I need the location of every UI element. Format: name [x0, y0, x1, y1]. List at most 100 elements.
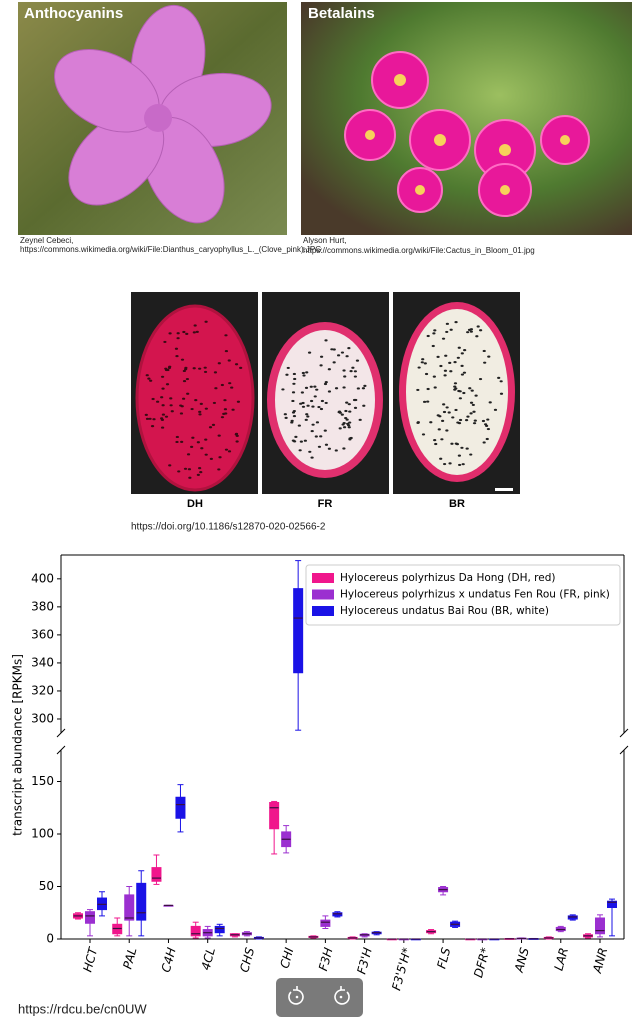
seed — [204, 320, 208, 323]
seed — [447, 411, 451, 414]
seed — [204, 438, 208, 441]
seed — [174, 347, 179, 350]
box — [595, 917, 605, 935]
seed — [176, 332, 180, 335]
seed — [286, 366, 290, 370]
seed — [193, 324, 197, 327]
box — [320, 919, 331, 927]
y-tick-label: 360 — [31, 627, 54, 641]
footer-link[interactable]: https://rdcu.be/cn0UW — [18, 1001, 147, 1016]
seed — [196, 473, 200, 477]
seed — [187, 468, 192, 471]
seed — [441, 419, 445, 422]
seed — [449, 370, 453, 373]
axis-break — [56, 728, 66, 738]
y-tick-label: 320 — [31, 683, 54, 697]
seed — [439, 364, 443, 368]
seed — [468, 387, 472, 390]
seed — [453, 382, 458, 385]
seed — [442, 403, 446, 406]
seed — [453, 388, 457, 391]
seed — [348, 421, 352, 424]
seed — [343, 375, 347, 378]
credit: https://commons.wikimedia.org/wiki/File:… — [303, 246, 535, 255]
seed — [192, 331, 196, 334]
seed — [290, 421, 294, 424]
legend-swatch — [312, 606, 334, 616]
seed — [353, 370, 357, 373]
seed — [464, 419, 469, 422]
seed — [453, 385, 457, 388]
rotate-right-button[interactable] — [334, 986, 350, 1005]
seed — [338, 427, 342, 430]
y-tick-label: 300 — [31, 711, 54, 725]
seed — [433, 329, 437, 332]
legend-label: Hylocereus polyrhizus Da Hong (DH, red) — [340, 572, 556, 584]
seed — [327, 368, 331, 371]
seed — [479, 329, 483, 332]
rotate-left-button[interactable] — [288, 986, 304, 1005]
seed — [151, 397, 155, 401]
seed — [351, 366, 355, 369]
seed — [436, 355, 440, 358]
seed — [342, 421, 346, 425]
seed — [445, 406, 449, 409]
seed — [319, 435, 323, 438]
seed — [450, 442, 454, 445]
seed — [472, 422, 477, 425]
seed — [160, 426, 165, 429]
seed — [458, 397, 462, 400]
seed — [323, 382, 328, 386]
box — [175, 796, 186, 819]
seed — [324, 381, 328, 384]
seed — [199, 402, 203, 405]
seed — [467, 328, 472, 331]
seed — [160, 396, 164, 399]
seed — [454, 321, 458, 324]
seed — [281, 388, 285, 391]
axis-break — [619, 728, 629, 738]
seed — [177, 470, 181, 473]
seed — [163, 340, 167, 344]
seed — [436, 414, 440, 417]
x-tick-label: HCT — [80, 944, 100, 973]
seed — [235, 434, 239, 437]
seed — [224, 448, 229, 451]
seed — [483, 361, 487, 364]
seed — [227, 450, 232, 453]
seed — [192, 367, 196, 370]
seed — [314, 435, 318, 438]
seed — [463, 348, 467, 352]
seed — [190, 445, 194, 448]
seed — [236, 400, 241, 403]
seed — [315, 388, 319, 391]
x-tick-label: CHS — [237, 946, 257, 974]
seed — [300, 391, 304, 394]
seed — [444, 354, 448, 357]
seed — [161, 387, 165, 390]
seed — [342, 369, 346, 372]
axis-break — [619, 745, 629, 755]
seed — [291, 399, 295, 403]
seed — [345, 401, 349, 404]
seed — [432, 375, 436, 378]
seed — [214, 387, 218, 390]
seed — [426, 334, 430, 338]
legend-label: Hylocereus polyrhizus x undatus Fen Rou … — [340, 589, 610, 601]
seed — [443, 374, 447, 377]
x-tick-label: F3H — [316, 946, 336, 972]
seed — [302, 374, 306, 377]
seed — [297, 424, 301, 427]
seed — [470, 389, 474, 392]
seed — [471, 403, 475, 407]
seed — [220, 383, 224, 387]
seed — [223, 408, 228, 411]
seed — [180, 358, 185, 361]
seed — [234, 432, 239, 435]
seed — [175, 440, 179, 444]
seed — [439, 457, 443, 460]
seed — [458, 463, 462, 467]
seed — [182, 330, 186, 334]
seed — [420, 361, 424, 364]
source-link[interactable]: https://doi.org/10.1186/s12870-020-02566… — [131, 522, 326, 533]
